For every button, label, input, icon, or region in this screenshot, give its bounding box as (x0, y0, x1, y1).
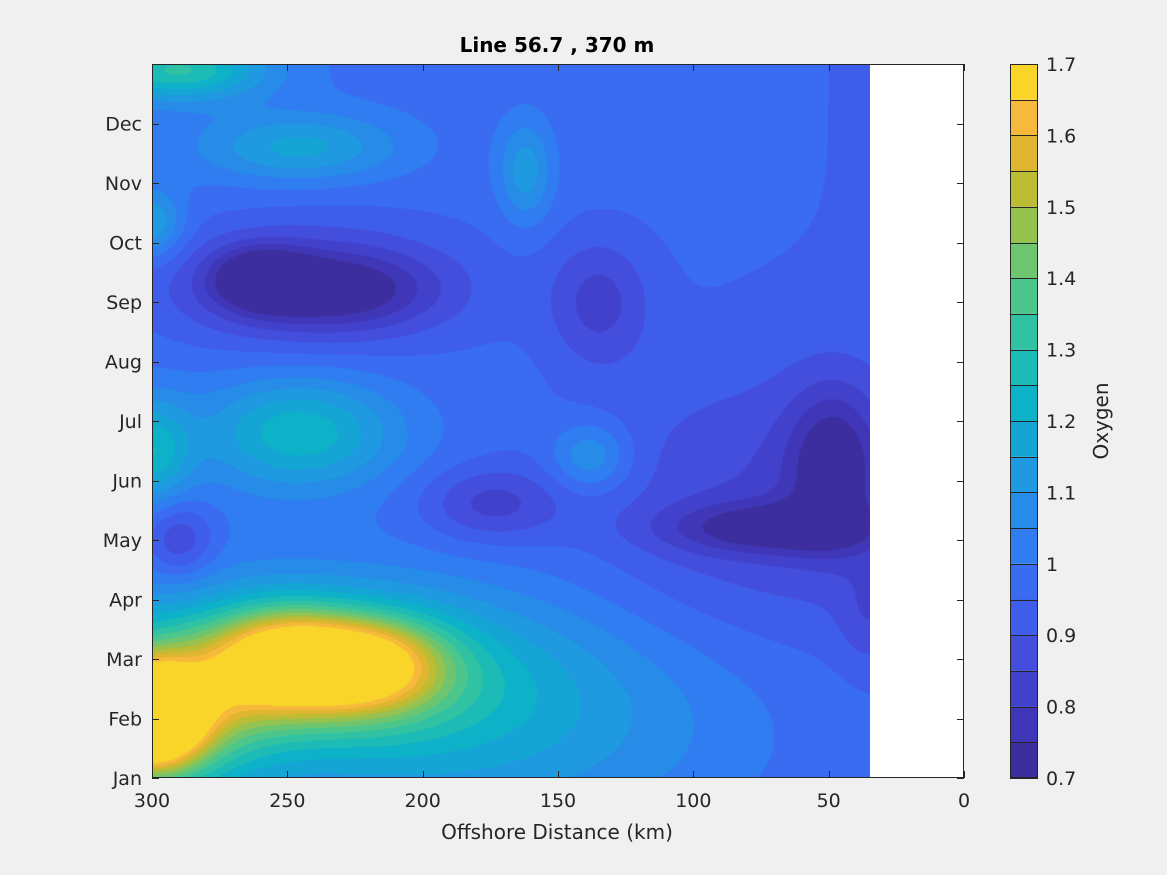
y-tick-label: Dec (105, 114, 142, 136)
colorbar-swatch (1010, 635, 1038, 671)
colorbar-swatch (1010, 492, 1038, 529)
y-tick-label: Apr (109, 590, 142, 612)
colorbar-tick-label: 1.4 (1046, 268, 1076, 290)
y-tick-label: Mar (106, 649, 142, 671)
colorbar-swatch (1010, 385, 1038, 421)
x-tick-label: 100 (675, 790, 711, 812)
y-tick-label: May (103, 530, 142, 552)
x-tick-label: 0 (958, 790, 970, 812)
y-tick-label: Jun (111, 471, 142, 493)
y-tick-label: Feb (108, 709, 142, 731)
x-tick-label: 50 (817, 790, 841, 812)
colorbar-tick-label: 1.2 (1046, 411, 1076, 433)
colorbar-swatch (1010, 99, 1038, 136)
colorbar-tick-label: 1.3 (1046, 340, 1076, 362)
colorbar-swatch (1010, 599, 1038, 636)
colorbar-label: Oxygen (1089, 382, 1113, 459)
colorbar-swatch (1010, 349, 1038, 386)
colorbar-swatch (1010, 706, 1038, 743)
colorbar-swatch (1010, 242, 1038, 279)
y-tick-label: Jul (118, 411, 142, 433)
colorbar-swatch (1010, 206, 1038, 243)
colorbar-swatch (1010, 278, 1038, 314)
colorbar-swatch (1010, 171, 1038, 207)
colorbar-swatch (1010, 64, 1038, 100)
x-tick-label: 250 (269, 790, 305, 812)
x-axis-label: Offshore Distance (km) (441, 820, 673, 844)
colorbar-tick-label: 1 (1046, 554, 1058, 576)
x-tick-label: 150 (540, 790, 576, 812)
colorbar-tick-label: 1.5 (1046, 197, 1076, 219)
y-tick-label: Oct (109, 233, 142, 255)
colorbar-swatch (1010, 670, 1038, 707)
colorbar-swatch (1010, 742, 1038, 778)
colorbar-tick-label: 1.7 (1046, 54, 1076, 76)
y-tick-label: Sep (106, 292, 142, 314)
colorbar-swatch (1010, 563, 1038, 600)
x-axis: 300 250 200 150 100 50 0 (134, 64, 970, 812)
colorbar-swatch (1010, 135, 1038, 172)
contour-fill-region (152, 64, 870, 778)
y-axis: Jan Feb Mar Apr May Jun Jul Aug Sep Oct Nov Dec (103, 114, 964, 790)
colorbar-ticks: 0.7 0.8 0.9 1 1.1 1.2 1.3 1.4 1.5 1.6 1.7 (1010, 54, 1076, 790)
colorbar-swatch (1010, 456, 1038, 493)
x-tick-label: 300 (134, 790, 170, 812)
y-tick-label: Aug (105, 352, 142, 374)
colorbar-tick-label: 0.9 (1046, 625, 1076, 647)
x-tick-label: 200 (405, 790, 441, 812)
colorbar-swatch (1010, 528, 1038, 564)
colorbar: 0.7 0.8 0.9 1 1.1 1.2 1.3 1.4 1.5 1.6 1.7 Oxygen (1010, 54, 1113, 790)
colorbar-swatches (1010, 64, 1038, 778)
chart-title: Line 56.7 , 370 m (460, 33, 655, 57)
colorbar-tick-label: 0.8 (1046, 697, 1076, 719)
plot-area: 300 250 200 150 100 50 0 Jan Feb Mar Apr May Jun Jul… (103, 64, 970, 844)
colorbar-tick-label: 1.6 (1046, 125, 1076, 147)
colorbar-tick-label: 1.1 (1046, 482, 1076, 504)
colorbar-tick-label: 0.7 (1046, 768, 1076, 790)
y-tick-label: Jan (112, 768, 142, 790)
colorbar-swatch (1010, 313, 1038, 350)
colorbar-swatch (1010, 421, 1038, 457)
y-tick-label: Nov (105, 173, 142, 195)
